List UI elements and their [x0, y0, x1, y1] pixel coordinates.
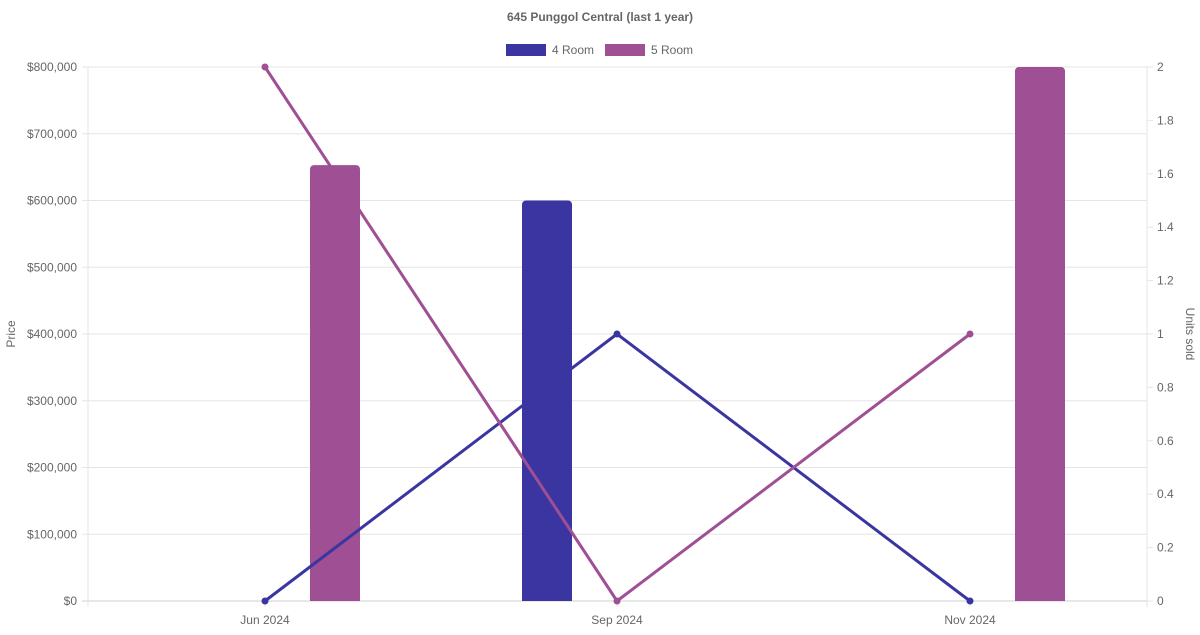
- left-tick-label: $0: [64, 594, 78, 608]
- point-5-room: [613, 597, 621, 605]
- legend-label-5-room: 5 Room: [651, 43, 693, 57]
- x-tick-label: Nov 2024: [944, 613, 996, 627]
- left-axis: $0 $100,000 $200,000 $300,000 $400,000 $500,0…: [27, 60, 77, 608]
- right-axis-title: Units sold: [1183, 308, 1197, 361]
- x-axis: Jun 2024 Sep 2024 Nov 2024: [240, 601, 996, 627]
- legend-swatch-5-room: [605, 44, 645, 56]
- bar-base: [1015, 596, 1065, 601]
- bar-base: [310, 596, 360, 601]
- right-tick-label: 0.2: [1157, 541, 1174, 555]
- bars: [310, 67, 1065, 601]
- right-tick-label: 0.8: [1157, 380, 1174, 394]
- x-tick-label: Jun 2024: [240, 613, 290, 627]
- right-axis: 0 0.2 0.4 0.6 0.8 1 1.2 1.4 1.6 1.8 2: [1147, 60, 1174, 608]
- point-4-room: [613, 330, 621, 338]
- right-tick-label: 2: [1157, 60, 1164, 74]
- left-tick-label: $100,000: [27, 527, 77, 541]
- left-tick-label: $700,000: [27, 127, 77, 141]
- right-tick-label: 0.4: [1157, 487, 1174, 501]
- point-4-room: [261, 597, 269, 605]
- point-5-room: [966, 330, 974, 338]
- right-tick-label: 0: [1157, 594, 1164, 608]
- left-tick-label: $500,000: [27, 260, 77, 274]
- left-tick-label: $600,000: [27, 194, 77, 208]
- chart-title: 645 Punggol Central (last 1 year): [507, 10, 693, 24]
- lines: [261, 63, 974, 605]
- left-tick-label: $300,000: [27, 394, 77, 408]
- legend[interactable]: 4 Room 5 Room: [506, 43, 693, 57]
- x-tick-label: Sep 2024: [591, 613, 643, 627]
- right-tick-label: 1: [1157, 327, 1164, 341]
- right-tick-label: 0.6: [1157, 434, 1174, 448]
- point-4-room: [966, 597, 974, 605]
- left-tick-label: $800,000: [27, 60, 77, 74]
- point-5-room: [261, 63, 269, 71]
- right-tick-label: 1.8: [1157, 113, 1174, 127]
- bar-5-room: [1015, 67, 1065, 601]
- legend-label-4-room: 4 Room: [552, 43, 594, 57]
- legend-swatch-4-room: [506, 44, 546, 56]
- bar-base: [522, 596, 572, 601]
- left-tick-label: $400,000: [27, 327, 77, 341]
- bar-5-room: [310, 165, 360, 601]
- left-tick-label: $200,000: [27, 461, 77, 475]
- right-tick-label: 1.6: [1157, 167, 1174, 181]
- right-tick-label: 1.2: [1157, 274, 1174, 288]
- right-tick-label: 1.4: [1157, 220, 1174, 234]
- bar-4-room: [522, 200, 572, 601]
- left-axis-title: Price: [4, 320, 18, 348]
